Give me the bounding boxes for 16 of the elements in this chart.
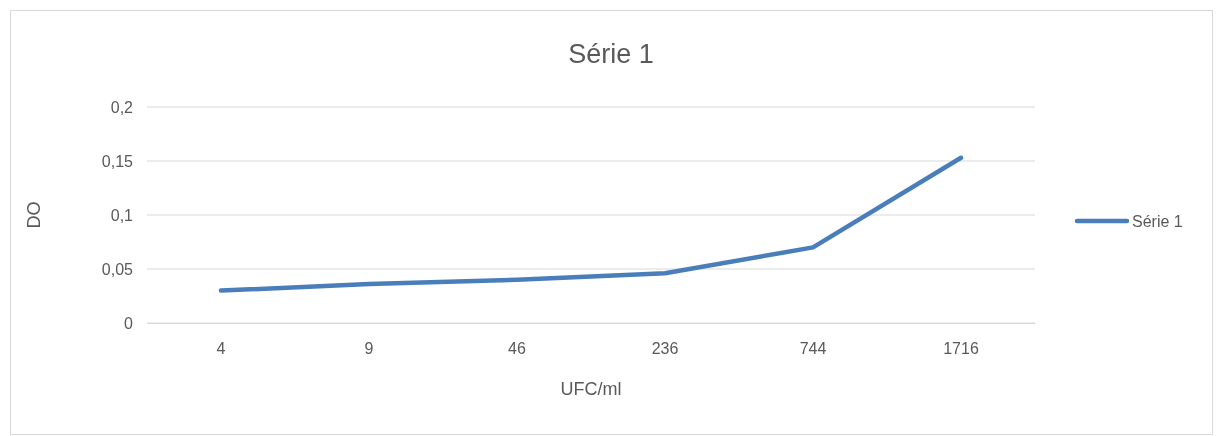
y-axis-title: DO (24, 201, 44, 229)
chart-title: Série 1 (568, 39, 654, 69)
y-tick-label: 0,1 (110, 206, 134, 224)
legend-label: Série 1 (1132, 213, 1183, 230)
x-axis-title: UFC/ml (560, 379, 622, 399)
x-tick-label: 46 (508, 340, 526, 358)
x-tick-label: 744 (799, 340, 827, 358)
x-tick-label: 1716 (943, 340, 979, 358)
y-tick-label: 0,2 (110, 98, 134, 116)
x-tick-label: 9 (364, 340, 374, 358)
x-tick-label: 4 (216, 340, 226, 358)
y-tick-label: 0,15 (101, 152, 134, 170)
line-series (218, 155, 964, 293)
y-tick-label: 0,05 (101, 260, 134, 278)
x-tick-label: 236 (651, 340, 679, 358)
y-tick-label: 0 (124, 314, 134, 332)
